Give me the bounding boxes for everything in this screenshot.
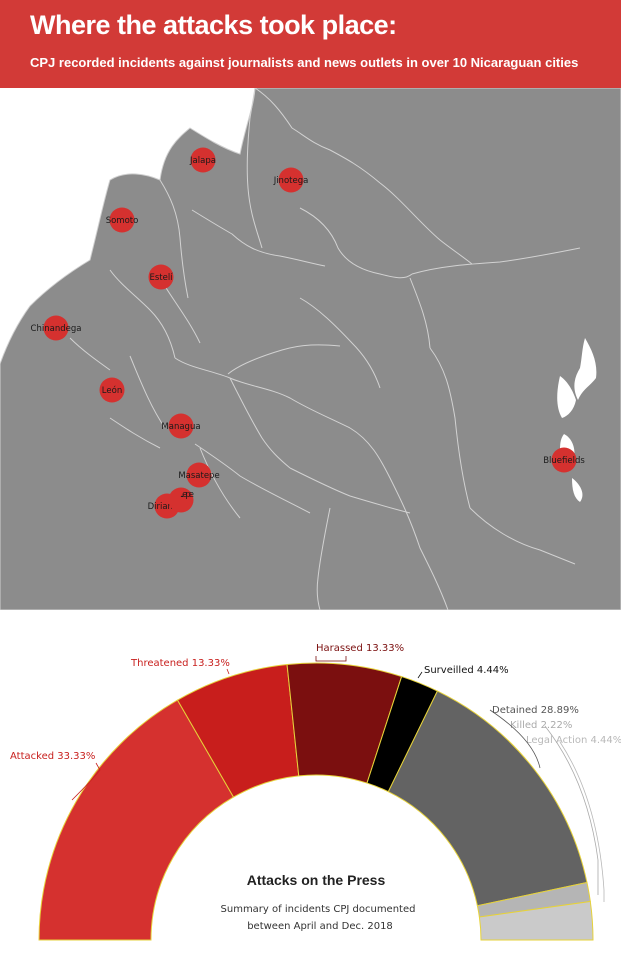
label-leader-5: [544, 725, 599, 895]
header-banner: Where the attacks took place: CPJ record…: [0, 0, 621, 88]
attacks-semi-donut-chart: Attacked 33.33% Threatened 13.33% Harassed…: [10, 643, 621, 941]
city-label-bluefields: Bluefields: [543, 456, 585, 466]
label-leader-2: [315, 656, 347, 662]
city-marker-leon[interactable]: [99, 377, 125, 403]
label-leader-6: [559, 741, 605, 902]
city-marker-managua[interactable]: [168, 413, 194, 439]
label-leader-4: [489, 709, 541, 769]
chart-subtitle-line-1: Summary of incidents CPJ documented: [221, 904, 416, 915]
slice-label-detained: Detained 28.89%: [492, 705, 579, 716]
slice-label-legal-action: Legal Action 4.44%: [526, 735, 621, 746]
donut-labels: Attacked 33.33% Threatened 13.33% Harassed…: [10, 643, 621, 902]
city-label-masatepe: Masatepe: [178, 471, 219, 481]
slice-label-threatened: Threatened 13.33%: [130, 658, 230, 669]
slice-label-harassed: Harassed 13.33%: [316, 643, 404, 654]
city-marker-masatepe[interactable]: [186, 462, 212, 488]
slice-label-killed: Killed 2.22%: [510, 720, 572, 731]
nicaragua-map: Jalapa Jinotega Somoto Estelí Chinandega León…: [0, 88, 621, 610]
chart-subtitle-line-2: between April and Dec. 2018: [247, 921, 393, 932]
map-land: [0, 88, 621, 610]
city-label-jinotega: Jinotega: [273, 176, 309, 186]
city-marker-jalapa[interactable]: [190, 147, 216, 173]
slice-label-attacked: Attacked 33.33%: [10, 751, 95, 762]
slice-detained[interactable]: [387, 690, 588, 907]
label-leader-1: [226, 668, 230, 675]
city-marker-esteli[interactable]: [148, 264, 174, 290]
city-label-managua: Managua: [161, 422, 200, 432]
city-label-jinotepe: ...epe: [180, 490, 194, 500]
city-marker-somoto[interactable]: [109, 207, 135, 233]
label-leader-3: [417, 671, 423, 679]
city-marker-bluefields[interactable]: [551, 447, 577, 473]
city-label-chinandega: Chinandega: [31, 324, 82, 334]
page-subtitle: CPJ recorded incidents against journalis…: [30, 55, 579, 70]
donut-slices: [38, 662, 594, 941]
city-label-jalapa: Jalapa: [189, 156, 216, 166]
slice-label-surveilled: Surveilled 4.44%: [424, 665, 509, 676]
label-leader-0: [71, 762, 101, 801]
city-label-leon: León: [102, 385, 122, 396]
city-marker-jinotepe[interactable]: [168, 487, 194, 513]
slice-legal-action[interactable]: [478, 900, 594, 941]
city-marker-chinandega[interactable]: [43, 315, 69, 341]
city-markers: Jalapa Jinotega Somoto Estelí Chinandega León…: [31, 147, 585, 519]
page-title: Where the attacks took place:: [30, 10, 397, 40]
city-label-diriamba: Diriamba: [148, 502, 187, 512]
city-label-somoto: Somoto: [106, 216, 139, 226]
department-borders: [69, 88, 581, 610]
city-marker-jinotega[interactable]: [278, 167, 304, 193]
city-label-esteli: Estelí: [149, 273, 173, 283]
chart-title: Attacks on the Press: [247, 872, 386, 888]
coastal-lagoons: [557, 338, 597, 502]
